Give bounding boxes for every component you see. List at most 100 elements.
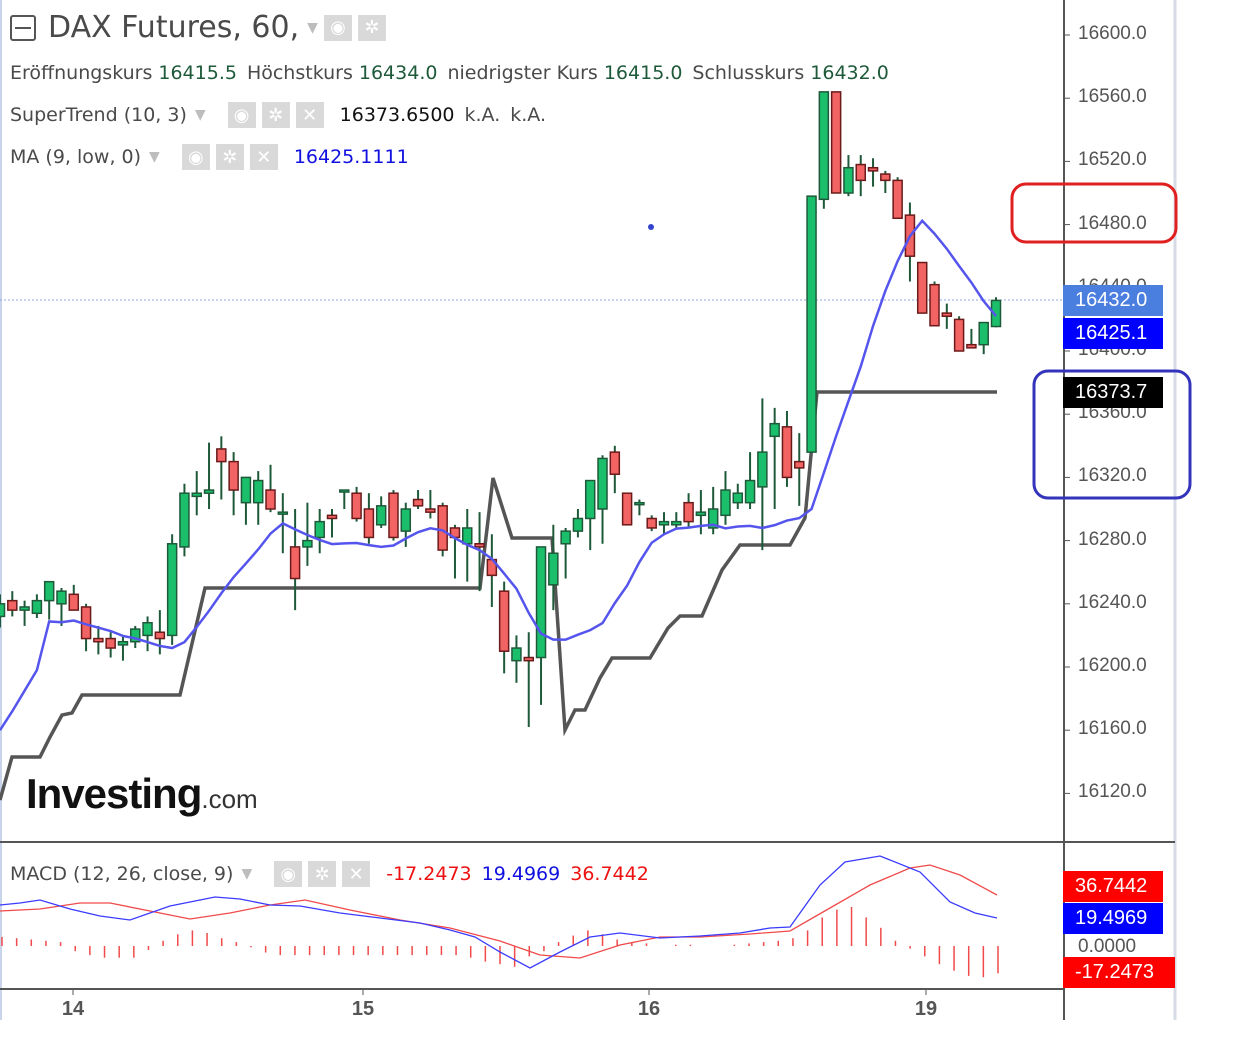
macd-hist-value: -17.2473 bbox=[386, 863, 472, 885]
ma-legend: MA (9, low, 0) ▼ ◉ ✲ ✕ 16425.1111 bbox=[10, 144, 409, 170]
candle bbox=[892, 177, 903, 220]
marker-dot bbox=[648, 224, 654, 230]
macd-hist-tag: -17.2473 bbox=[1063, 957, 1175, 988]
supertrend-na-1: k.A. bbox=[464, 104, 501, 126]
supertrend-legend: SuperTrend (10, 3) ▼ ◉ ✲ ✕ 16373.6500 k.… bbox=[10, 102, 546, 128]
eye-icon[interactable]: ◉ bbox=[323, 14, 352, 41]
candle bbox=[105, 632, 116, 658]
candle bbox=[548, 524, 559, 611]
annotation-red-box bbox=[1010, 182, 1178, 244]
eye-icon[interactable]: ◉ bbox=[274, 861, 303, 887]
ma-label: MA (9, low, 0) bbox=[10, 146, 142, 168]
candle bbox=[572, 509, 584, 538]
macd-zero-tick: 0.0000 bbox=[1078, 936, 1137, 957]
candle bbox=[412, 490, 424, 509]
price-tick-label: 16600.0 bbox=[1078, 23, 1147, 44]
candle bbox=[695, 490, 707, 535]
candle bbox=[535, 546, 547, 705]
price-tick-label: 16480.0 bbox=[1078, 212, 1147, 234]
candle bbox=[351, 486, 362, 522]
date-tick-label: 19 bbox=[914, 998, 938, 1020]
candle bbox=[916, 261, 928, 314]
date-tick-label: 14 bbox=[61, 998, 85, 1020]
macd-label: MACD (12, 26, close, 9) bbox=[10, 863, 234, 885]
candle bbox=[339, 489, 350, 509]
open-value: 16415.5 bbox=[158, 62, 237, 84]
candle bbox=[621, 492, 633, 526]
macd-line-tag: 19.4969 bbox=[1063, 903, 1163, 934]
candle bbox=[990, 297, 1002, 328]
candle bbox=[142, 616, 153, 652]
close-icon[interactable]: ✕ bbox=[342, 861, 371, 887]
candle bbox=[56, 588, 67, 626]
last-price-tag: 16432.0 bbox=[1063, 285, 1163, 316]
macd-legend: MACD (12, 26, close, 9) ▼ ◉ ✲ ✕ -17.2473… bbox=[10, 861, 649, 887]
candle bbox=[240, 476, 252, 525]
gear-icon[interactable]: ✲ bbox=[261, 102, 290, 128]
caret-down-icon[interactable]: ▼ bbox=[241, 866, 253, 882]
candle bbox=[941, 303, 953, 329]
candle bbox=[707, 486, 719, 535]
chart-title-row: DAX Futures, 60, ▼ ◉ ✲ bbox=[10, 10, 386, 45]
close-icon[interactable]: ✕ bbox=[249, 144, 278, 170]
gear-icon[interactable]: ✲ bbox=[215, 144, 244, 170]
price-tick-label: 16280.0 bbox=[1078, 528, 1147, 550]
candle bbox=[683, 493, 694, 528]
candle bbox=[720, 471, 731, 525]
candle bbox=[806, 195, 817, 453]
ohlc-legend: Eröffnungskurs 16415.5 Höchstkurs 16434.… bbox=[10, 62, 899, 84]
candle bbox=[31, 594, 43, 619]
candle bbox=[671, 512, 682, 528]
candle bbox=[93, 625, 104, 655]
caret-down-icon[interactable]: ▼ bbox=[194, 107, 206, 123]
macd-signal-line bbox=[0, 864, 998, 959]
candle bbox=[978, 321, 989, 355]
ma-price-tag: 16425.1 bbox=[1063, 318, 1163, 349]
caret-down-icon[interactable]: ▼ bbox=[307, 19, 318, 36]
close-icon[interactable]: ✕ bbox=[295, 102, 324, 128]
open-label: Eröffnungskurs bbox=[10, 62, 153, 84]
candle bbox=[474, 512, 485, 592]
candle bbox=[867, 158, 879, 187]
price-tick-label: 16320.0 bbox=[1078, 465, 1147, 487]
candle bbox=[363, 493, 375, 544]
macd-value: 19.4969 bbox=[481, 863, 561, 885]
supertrend-value: 16373.6500 bbox=[339, 104, 455, 126]
candle bbox=[19, 600, 30, 626]
candle bbox=[609, 445, 621, 494]
price-tick-label: 16200.0 bbox=[1078, 655, 1147, 676]
candle bbox=[658, 512, 670, 535]
candle bbox=[43, 580, 55, 620]
candle bbox=[953, 316, 965, 352]
gear-icon[interactable]: ✲ bbox=[357, 14, 386, 41]
candle bbox=[511, 635, 522, 683]
candle bbox=[314, 509, 325, 554]
macd-line bbox=[0, 855, 998, 969]
candle bbox=[265, 464, 276, 513]
eye-icon[interactable]: ◉ bbox=[227, 102, 256, 128]
gear-icon[interactable]: ✲ bbox=[308, 861, 337, 887]
candle bbox=[794, 433, 805, 506]
candle bbox=[252, 471, 264, 525]
candle bbox=[757, 398, 768, 551]
ma-value: 16425.1111 bbox=[293, 146, 409, 168]
candle bbox=[68, 584, 80, 611]
high-value: 16434.0 bbox=[358, 62, 438, 84]
candle bbox=[228, 452, 239, 516]
eye-icon[interactable]: ◉ bbox=[181, 144, 210, 170]
caret-down-icon[interactable]: ▼ bbox=[149, 149, 160, 165]
candle bbox=[597, 455, 608, 544]
candle bbox=[486, 534, 498, 607]
candle bbox=[498, 581, 510, 674]
candle bbox=[80, 603, 92, 652]
date-tick-label: 16 bbox=[637, 998, 661, 1020]
annotation-blue-box bbox=[1032, 369, 1192, 500]
candle bbox=[523, 632, 534, 728]
candle bbox=[732, 483, 744, 509]
collapse-icon[interactable] bbox=[10, 14, 36, 41]
macd-signal-value: 36.7442 bbox=[570, 863, 649, 885]
candle bbox=[326, 509, 338, 538]
candle bbox=[584, 479, 596, 551]
candle bbox=[375, 496, 387, 528]
